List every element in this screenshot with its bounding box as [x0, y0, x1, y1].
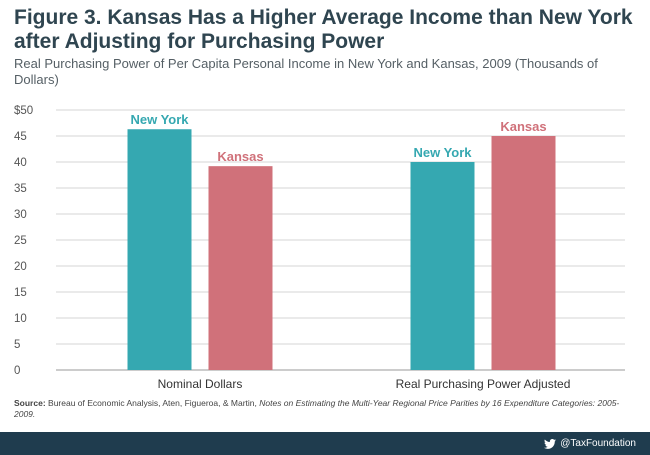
x-tick-label: Nominal Dollars — [158, 377, 243, 391]
data-label: New York — [130, 112, 189, 127]
y-tick-label: 20 — [14, 261, 27, 273]
y-tick-label: 30 — [14, 209, 27, 221]
bar — [127, 129, 192, 370]
y-tick-label: 15 — [14, 287, 27, 299]
source-note: Source: Bureau of Economic Analysis, Ate… — [14, 398, 634, 420]
y-tick-label: 40 — [14, 157, 27, 169]
y-tick-label: 0 — [14, 365, 20, 377]
source-citation: Notes on Estimating the Multi-Year Regio… — [14, 398, 620, 419]
y-tick-label: $50 — [14, 105, 33, 117]
y-tick-label: 5 — [14, 339, 20, 351]
bar — [410, 162, 475, 370]
footer-bar: @TaxFoundation — [0, 432, 650, 455]
bar — [208, 166, 273, 370]
chart-subtitle: Real Purchasing Power of Per Capita Pers… — [14, 56, 598, 87]
data-label: Kansas — [500, 119, 546, 134]
source-label: Source: — [14, 398, 46, 408]
source-text: Bureau of Economic Analysis, Aten, Figue… — [48, 398, 257, 408]
y-tick-label: 25 — [14, 235, 27, 247]
bar — [491, 136, 556, 370]
data-label: Kansas — [217, 149, 263, 164]
data-label: New York — [413, 145, 472, 160]
y-tick-label: 35 — [14, 183, 27, 195]
y-tick-label: 10 — [14, 313, 27, 325]
twitter-handle: @TaxFoundation — [560, 438, 636, 449]
twitter-icon — [544, 438, 557, 449]
y-tick-label: 45 — [14, 131, 27, 143]
x-tick-label: Real Purchasing Power Adjusted — [396, 377, 571, 391]
bar-chart: 0 5 10 15 20 25 30 35 40 45 $50 New York Kansas Nomin… — [14, 105, 625, 391]
chart-title: Figure 3. Kansas Has a Higher Average In… — [14, 6, 633, 53]
twitter-handle-link[interactable]: @TaxFoundation — [544, 436, 636, 451]
